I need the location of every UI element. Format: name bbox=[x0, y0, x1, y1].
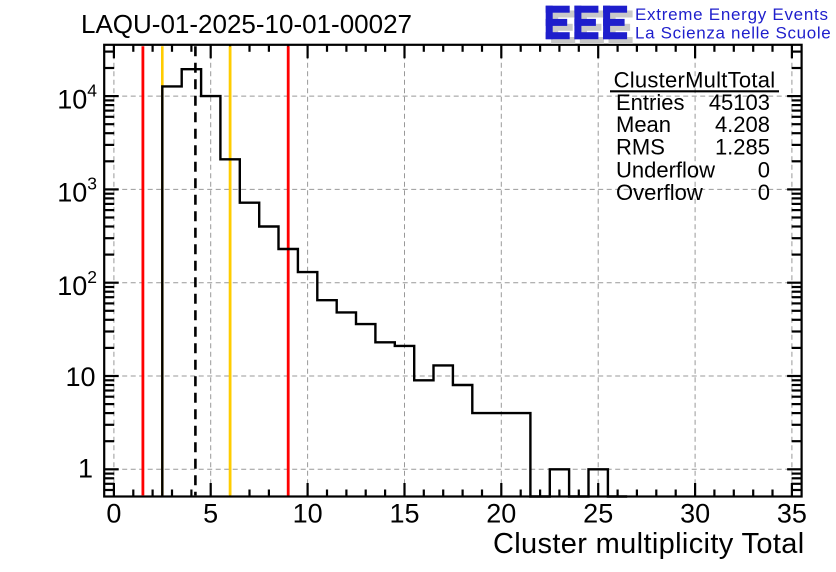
svg-text:10: 10 bbox=[293, 499, 323, 529]
svg-text:0: 0 bbox=[106, 499, 121, 529]
svg-text:102: 102 bbox=[57, 267, 97, 301]
svg-text:4.208: 4.208 bbox=[715, 112, 770, 137]
svg-text:Cluster multiplicity Total: Cluster multiplicity Total bbox=[493, 528, 805, 560]
svg-text:10: 10 bbox=[65, 362, 95, 392]
svg-text:RMS: RMS bbox=[616, 134, 665, 159]
svg-text:Mean: Mean bbox=[616, 112, 671, 137]
svg-text:104: 104 bbox=[57, 80, 97, 114]
svg-text:ClusterMultTotal: ClusterMultTotal bbox=[614, 68, 776, 93]
svg-text:Underflow: Underflow bbox=[616, 157, 715, 182]
svg-text:45103: 45103 bbox=[709, 90, 770, 115]
svg-text:1: 1 bbox=[78, 453, 93, 483]
svg-text:15: 15 bbox=[389, 499, 419, 529]
svg-text:0: 0 bbox=[758, 180, 770, 205]
svg-text:30: 30 bbox=[680, 499, 710, 529]
svg-text:0: 0 bbox=[758, 157, 770, 182]
svg-text:35: 35 bbox=[777, 499, 807, 529]
svg-text:25: 25 bbox=[583, 499, 613, 529]
svg-text:1.285: 1.285 bbox=[715, 134, 770, 159]
svg-text:La Scienza nelle Scuole: La Scienza nelle Scuole bbox=[635, 23, 831, 42]
svg-text:Extreme Energy Events: Extreme Energy Events bbox=[635, 5, 829, 24]
svg-text:Overflow: Overflow bbox=[616, 180, 703, 205]
svg-text:20: 20 bbox=[486, 499, 516, 529]
svg-text:Entries: Entries bbox=[616, 90, 684, 115]
svg-text:5: 5 bbox=[203, 499, 218, 529]
svg-text:LAQU-01-2025-10-01-00027: LAQU-01-2025-10-01-00027 bbox=[81, 9, 412, 39]
svg-text:103: 103 bbox=[57, 174, 97, 208]
